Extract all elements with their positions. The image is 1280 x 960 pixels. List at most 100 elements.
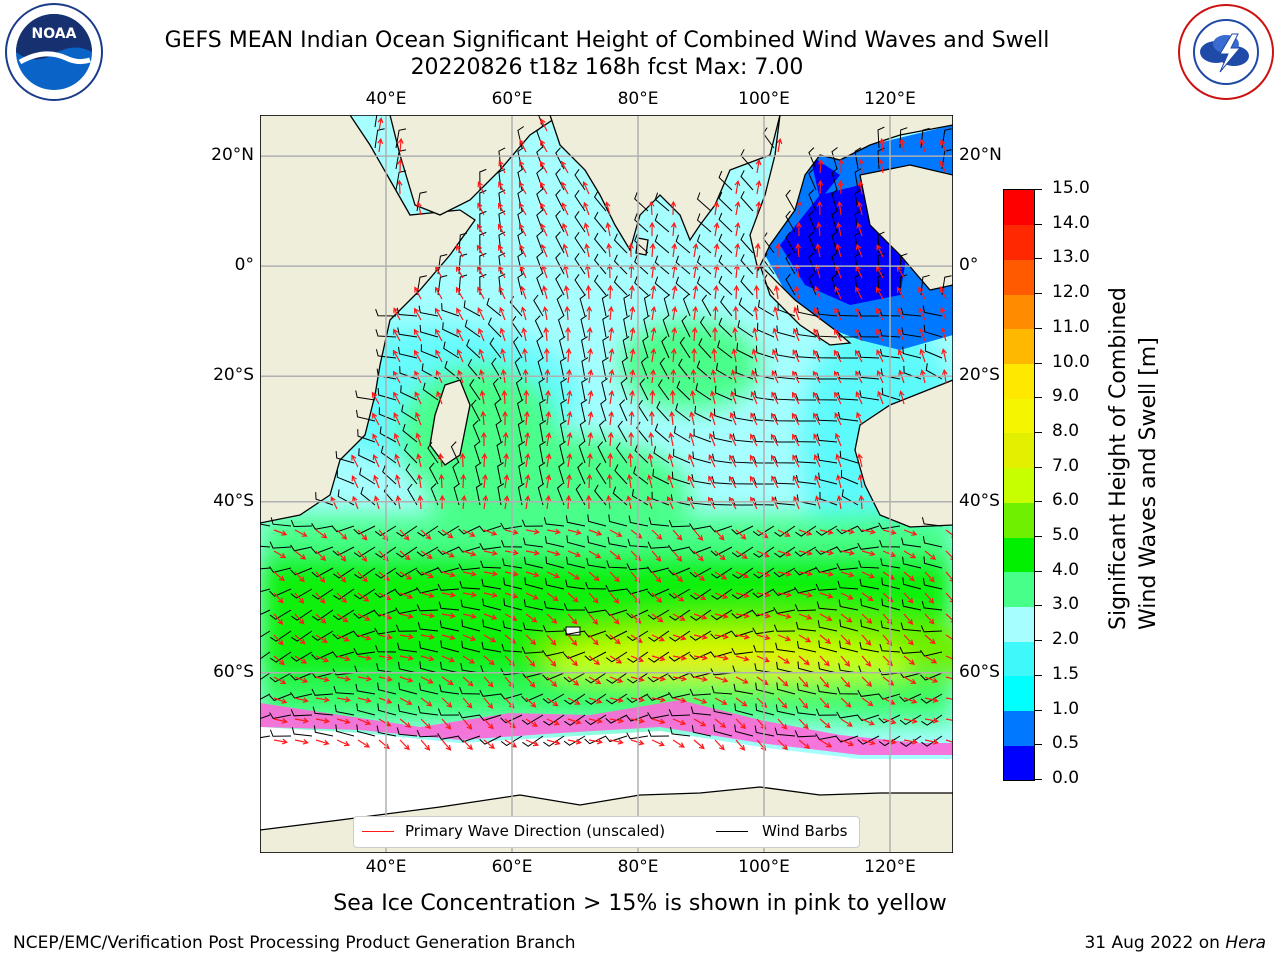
wave-direction-arrow	[565, 347, 572, 363]
wave-direction-arrow	[396, 179, 403, 195]
wave-direction-arrow	[546, 613, 558, 624]
wind-barb	[439, 620, 460, 632]
wind-barb	[496, 441, 504, 464]
wind-barb	[878, 735, 901, 747]
wave-direction-arrow	[735, 571, 750, 579]
wind-barb	[574, 190, 586, 212]
wave-direction-arrow	[714, 676, 729, 683]
wind-barb	[675, 234, 691, 254]
wind-barb	[555, 210, 565, 233]
wind-barb	[640, 357, 649, 380]
wind-barb	[397, 327, 418, 338]
wind-barb	[839, 640, 859, 653]
wind-barb	[642, 336, 649, 359]
wind-barb	[260, 693, 271, 700]
wind-barb	[458, 525, 481, 535]
wave-direction-arrow	[371, 391, 380, 405]
wind-barb	[731, 609, 754, 619]
wave-direction-arrow	[735, 529, 747, 540]
wave-direction-arrow	[524, 431, 531, 447]
wave-direction-arrow	[399, 654, 414, 661]
wave-direction-arrow	[503, 473, 510, 489]
wave-direction-arrow	[903, 738, 919, 745]
wave-direction-arrow	[692, 305, 699, 321]
wind-barb	[836, 525, 859, 535]
colorbar-tick-label: 2.0	[1052, 629, 1080, 650]
wind-barb	[270, 517, 292, 527]
wave-direction-arrow	[483, 655, 495, 666]
chart-subtitle: 20220826 t18z 168h fcst Max: 7.00	[410, 55, 804, 80]
wave-direction-arrow	[750, 390, 758, 405]
wind-barb	[473, 441, 481, 464]
wind-barb	[453, 483, 460, 506]
wave-direction-arrow	[567, 738, 582, 745]
wave-direction-arrow	[693, 613, 708, 620]
wind-barb	[353, 630, 376, 638]
wind-barb	[689, 523, 712, 530]
wind-barb	[398, 661, 418, 674]
wave-direction-arrow	[714, 571, 728, 580]
wave-direction-arrow	[670, 347, 677, 363]
wave-direction-arrow	[522, 347, 528, 363]
wave-direction-arrow	[587, 389, 594, 405]
colorbar-tick-label: 0.0	[1052, 768, 1080, 788]
colorbar-tick-mark	[1034, 605, 1042, 607]
wave-direction-arrow	[315, 613, 327, 624]
wave-direction-arrow	[672, 739, 685, 748]
wave-direction-arrow	[588, 676, 602, 685]
wind-barb	[691, 474, 712, 485]
wave-direction-arrow	[918, 307, 926, 321]
wind-barb	[472, 420, 481, 443]
wind-barb	[879, 348, 901, 359]
wind-barb	[479, 525, 502, 533]
wave-direction-arrow	[945, 550, 953, 561]
wind-barb	[374, 627, 397, 635]
wave-direction-arrow	[671, 242, 678, 258]
wave-direction-legend-label: Primary Wave Direction (unscaled)	[405, 822, 666, 840]
wave-direction-arrow	[584, 243, 590, 258]
wave-direction-arrow	[649, 221, 656, 237]
wave-direction-arrow	[650, 305, 657, 321]
wave-direction-arrow	[627, 452, 634, 468]
wind-barb	[647, 588, 670, 597]
wave-direction-arrow	[692, 242, 699, 258]
colorbar-tick-mark	[1034, 709, 1042, 711]
wave-direction-arrow	[834, 286, 842, 300]
wind-barb	[593, 190, 607, 212]
wind-barb	[648, 651, 670, 663]
wave-direction-arrow	[483, 718, 494, 730]
wave-direction-arrow	[756, 550, 770, 558]
colorbar-tick-label: 9.0	[1052, 386, 1080, 407]
colorbar-segment	[1004, 224, 1034, 260]
wave-direction-arrow	[502, 410, 509, 426]
wave-direction-arrow	[606, 263, 613, 279]
wind-barb	[692, 451, 712, 464]
wave-direction-arrow	[856, 411, 863, 426]
wind-barb	[628, 515, 649, 527]
wind-barb	[566, 556, 586, 569]
colorbar-tick-label: 10.0	[1052, 351, 1090, 372]
left-lat-tick-label: 20°S	[213, 365, 254, 386]
wind-barb	[503, 577, 523, 590]
wave-direction-arrow	[941, 348, 947, 363]
wind-barb	[290, 651, 313, 662]
wind-barb	[682, 294, 691, 317]
noaa-logo: NOAA	[4, 2, 104, 102]
wind-barb	[740, 233, 754, 254]
colorbar-segment	[1004, 190, 1034, 226]
wind-barb	[539, 441, 546, 464]
wave-direction-arrow	[566, 389, 573, 405]
wind-barb	[400, 385, 418, 401]
wave-direction-arrow	[413, 349, 422, 363]
wind-barb	[593, 232, 607, 254]
wind-barb	[613, 254, 628, 275]
wind-barb	[311, 630, 334, 642]
wind-barb	[517, 399, 524, 422]
wind-barb	[732, 567, 754, 579]
wave-direction-arrow	[771, 370, 779, 384]
wind-barb	[470, 399, 481, 422]
wind-barb	[441, 303, 460, 317]
wave-direction-arrow	[840, 676, 851, 688]
colorbar-tick-mark	[1034, 674, 1042, 676]
wind-barb	[375, 546, 397, 558]
